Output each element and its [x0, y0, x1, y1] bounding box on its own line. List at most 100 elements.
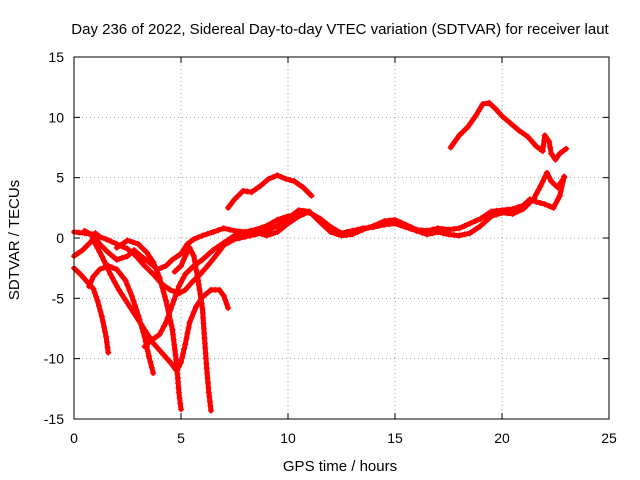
- data-point-marker: [164, 356, 171, 363]
- data-point-marker: [132, 302, 138, 309]
- data-point-marker: [466, 220, 473, 227]
- data-point-marker: [160, 323, 167, 330]
- data-point-marker: [94, 245, 101, 252]
- data-point-marker: [107, 271, 114, 278]
- data-point-marker: [74, 268, 81, 275]
- data-point-marker: [182, 341, 189, 348]
- data-point-marker: [138, 322, 145, 329]
- data-point-marker: [90, 273, 97, 280]
- data-point-marker: [551, 181, 558, 188]
- data-point-marker: [135, 241, 142, 247]
- data-point-marker: [185, 324, 192, 331]
- data-point-marker: [163, 297, 169, 304]
- data-point-marker: [450, 140, 457, 147]
- data-point-marker: [143, 249, 150, 256]
- data-point-marker: [167, 286, 174, 293]
- data-point-marker: [147, 254, 153, 261]
- data-point-marker: [292, 215, 299, 222]
- data-point-marker: [520, 130, 527, 137]
- data-point-marker: [169, 326, 176, 333]
- data-point-marker: [456, 132, 463, 139]
- data-point-marker: [252, 186, 259, 193]
- data-point-marker: [222, 296, 229, 303]
- data-point-marker: [288, 218, 295, 225]
- data-point-marker: [226, 226, 233, 233]
- data-point-marker: [128, 249, 135, 256]
- data-point-marker: [470, 227, 477, 234]
- data-point-marker: [104, 344, 111, 351]
- data-point-marker: [177, 400, 184, 407]
- data-point-marker: [174, 287, 181, 294]
- data-point-marker: [192, 262, 199, 269]
- data-point-marker: [165, 307, 172, 314]
- data-point-marker: [343, 232, 350, 238]
- series-track-g: [113, 237, 184, 413]
- data-point-marker: [158, 264, 165, 271]
- data-point-marker: [141, 326, 148, 333]
- data-point-marker: [145, 353, 152, 360]
- data-point-marker: [109, 264, 116, 271]
- data-point-marker: [88, 231, 95, 238]
- series-track-c: [71, 265, 112, 356]
- data-point-marker: [96, 303, 102, 309]
- data-point-marker: [94, 297, 101, 304]
- data-point-marker: [231, 232, 238, 239]
- data-point-marker: [258, 230, 265, 237]
- data-point-marker: [461, 222, 468, 229]
- data-point-marker: [88, 278, 95, 285]
- data-point-marker: [130, 309, 137, 315]
- data-point-marker: [167, 359, 174, 366]
- data-point-marker: [113, 266, 120, 273]
- data-point-marker: [535, 187, 542, 194]
- data-point-marker: [153, 343, 159, 350]
- data-point-marker: [450, 225, 457, 232]
- data-point-marker: [507, 120, 514, 127]
- data-point-marker: [224, 237, 231, 244]
- data-point-marker: [171, 341, 178, 348]
- data-point-marker: [288, 212, 295, 219]
- data-point-marker: [310, 212, 316, 219]
- data-point-marker: [203, 290, 210, 297]
- data-point-marker: [144, 331, 151, 338]
- data-point-marker: [493, 207, 500, 214]
- data-point-marker: [186, 319, 193, 326]
- data-point-marker: [152, 264, 159, 271]
- data-point-marker: [424, 227, 431, 234]
- data-point-marker: [556, 192, 563, 199]
- data-point-marker: [193, 267, 200, 274]
- y-tick-label: -15: [44, 411, 64, 427]
- series-track: [448, 100, 569, 163]
- data-point-marker: [180, 275, 187, 282]
- data-point-marker: [516, 127, 523, 134]
- data-point-marker: [484, 210, 491, 217]
- data-point-marker: [295, 207, 302, 214]
- data-point-marker: [150, 271, 157, 278]
- data-point-marker: [175, 389, 182, 396]
- data-point-marker: [301, 210, 307, 217]
- data-point-marker: [291, 178, 298, 185]
- data-point-marker: [277, 220, 284, 227]
- data-point-marker: [210, 247, 217, 254]
- data-point-marker: [200, 268, 207, 274]
- data-point-marker: [365, 224, 372, 231]
- data-point-marker: [474, 225, 480, 232]
- data-point-marker: [93, 270, 100, 276]
- data-point-marker: [541, 132, 548, 139]
- data-point-marker: [530, 140, 537, 147]
- data-point-marker: [166, 259, 173, 266]
- data-point-marker: [197, 291, 204, 298]
- data-point-marker: [182, 253, 189, 260]
- data-point-marker: [418, 227, 425, 234]
- data-point-marker: [333, 230, 340, 237]
- data-point-marker: [96, 233, 103, 240]
- data-point-marker: [154, 269, 161, 276]
- series-track-e: [81, 227, 232, 374]
- data-point-marker: [205, 389, 212, 396]
- data-point-marker: [118, 291, 125, 298]
- data-point-marker: [163, 262, 169, 269]
- series-layer: [71, 99, 570, 414]
- series-track: [71, 174, 567, 296]
- data-point-marker: [207, 403, 214, 409]
- data-point-marker: [138, 259, 145, 266]
- data-point-marker: [178, 250, 184, 257]
